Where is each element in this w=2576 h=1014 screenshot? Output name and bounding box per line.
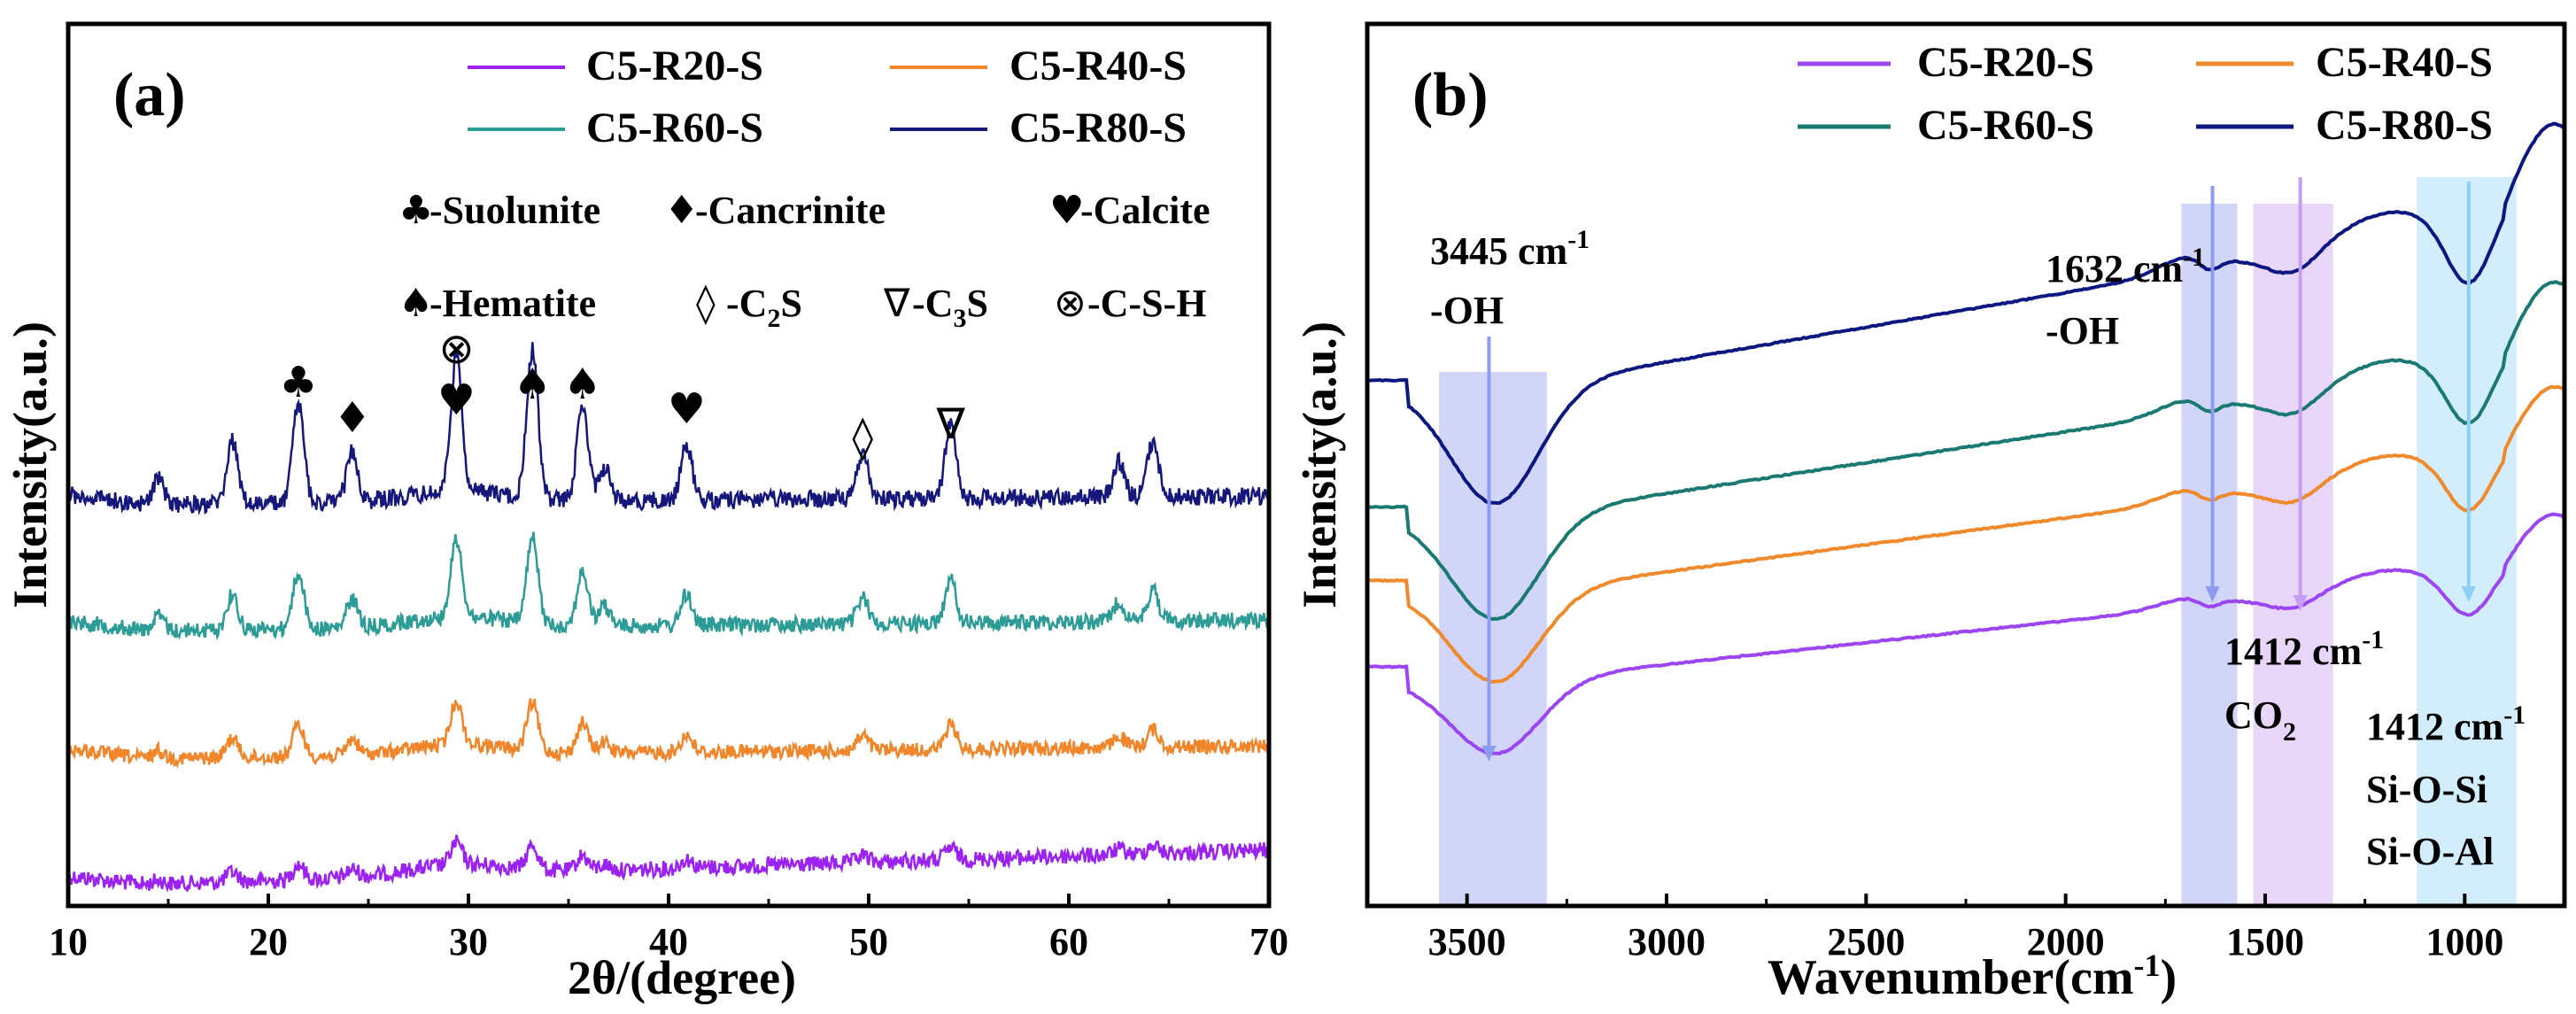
panel-a: 10 20 30 40 50 60 70 (a) C5-R20-S C5-R40-S C5-… — [4, 21, 1288, 1004]
ftir-line-C5-R80-S — [1367, 121, 2564, 506]
annotation-siosi-group1: Si-O-Si — [2366, 768, 2487, 811]
panel-a-label: (a) — [113, 61, 186, 129]
phase-suolunite: -Suolunite — [429, 189, 600, 232]
annotation-siosi-group2: Si-O-Al — [2366, 830, 2494, 873]
a-xtick-label: 20 — [249, 920, 288, 964]
a-xtick-label: 60 — [1049, 920, 1088, 964]
a-xtick-label: 70 — [1249, 920, 1288, 964]
highlight-band — [2417, 177, 2517, 906]
phase-legend: ♣ -Suolunite ♦ -Cancrinite ♥ -Calcite ♠ … — [398, 188, 1211, 333]
b-xtick-label: 1500 — [2226, 920, 2304, 964]
phase-csh: -C-S-H — [1087, 282, 1206, 325]
legend-a-r60: C5-R60-S — [586, 104, 763, 151]
open-triangle-icon: ∇ — [883, 281, 910, 326]
legend-a-r80: C5-R80-S — [1010, 104, 1187, 151]
a-xtick-label: 10 — [49, 920, 88, 964]
open-diamond-icon: ◊ — [696, 281, 716, 326]
annotation-1412: 1412 cm-1 — [2224, 625, 2384, 673]
panel-a-frame — [66, 21, 1272, 909]
peak-marker: ♥ — [437, 375, 476, 425]
diamond-icon: ♦ — [664, 188, 699, 233]
a-xtick-label: 40 — [649, 920, 688, 964]
panel-a-legend: C5-R20-S C5-R40-S C5-R60-S C5-R80-S — [468, 43, 1187, 151]
arrow-head-icon — [1481, 746, 1497, 762]
xrd-line-C5-R60-S — [68, 531, 1269, 641]
panel-b: 3500 3000 2500 2000 1500 1000 (b) C5-R20-S C5… — [1293, 21, 2567, 1005]
panel-a-xlabel: 2θ/(degree) — [568, 951, 796, 1004]
panel-b-xlabel: Wavenumber(cm-1) — [1768, 948, 2177, 1005]
peak-marker: ♣ — [279, 358, 317, 407]
a-xtick-label: 30 — [449, 920, 488, 964]
heart-icon: ♥ — [1049, 188, 1084, 233]
highlight-band — [1439, 372, 1547, 906]
panel-b-label: (b) — [1412, 61, 1489, 129]
phase-calcite: -Calcite — [1080, 189, 1211, 232]
peak-marker: ♥ — [668, 384, 706, 434]
phase-c2s: -C2S — [726, 282, 802, 333]
circled-times-icon: ⊗ — [1054, 281, 1087, 326]
annotation-3445-group: -OH — [1430, 289, 1504, 332]
xrd-line-C5-R80-S — [68, 342, 1269, 515]
arrow-head-icon — [2205, 586, 2220, 602]
legend-b-r20: C5-R20-S — [1917, 39, 2094, 86]
peak-marker: ♦ — [333, 393, 371, 443]
peak-marker: ⊗ — [438, 324, 474, 374]
phase-hematite: -Hematite — [429, 282, 596, 325]
highlight-band — [2181, 204, 2238, 906]
phase-cancrinite: -Cancrinite — [695, 189, 886, 232]
peak-marker: ♠ — [514, 360, 552, 409]
b-xtick-label: 1000 — [2425, 920, 2503, 964]
panel-b-legend: C5-R20-S C5-R40-S C5-R60-S C5-R80-S — [1798, 39, 2493, 149]
band-annotations: 3445 cm-1 -OH 1632 cm-1 -OH 1412 cm-1 CO… — [1430, 225, 2526, 873]
panel-b-ylabel: Intensity(a.u.) — [1293, 321, 1346, 608]
annotation-1412-group: CO2 — [2224, 693, 2296, 747]
spade-icon: ♠ — [398, 281, 433, 326]
b-xtick-label: 3500 — [1428, 920, 1506, 964]
legend-a-r40: C5-R40-S — [1010, 43, 1187, 89]
annotation-1632: 1632 cm-1 — [2046, 243, 2205, 290]
legend-a-r20: C5-R20-S — [586, 43, 763, 89]
xrd-line-C5-R40-S — [68, 698, 1269, 770]
panel-a-ylabel: Intensity(a.u.) — [4, 321, 57, 608]
b-xtick-label: 3000 — [1628, 920, 1706, 964]
xrd-line-C5-R20-S — [68, 834, 1269, 894]
a-xtick-label: 50 — [849, 920, 888, 964]
annotation-3445: 3445 cm-1 — [1430, 225, 1590, 273]
ftir-line-C5-R40-S — [1367, 384, 2564, 684]
b-xtick-label: 2000 — [2027, 920, 2105, 964]
legend-b-r60: C5-R60-S — [1917, 102, 2094, 149]
arrow-head-icon — [2293, 595, 2308, 611]
annotation-1632-group: -OH — [2046, 309, 2119, 352]
ftir-line-C5-R20-S — [1367, 512, 2564, 755]
peak-marker: ∇ — [936, 399, 966, 449]
peak-marker: ◊ — [852, 413, 873, 462]
annotation-siosi: 1412 cm-1 — [2366, 701, 2526, 748]
legend-b-r40: C5-R40-S — [2316, 39, 2493, 86]
phase-c3s: -C3S — [912, 282, 988, 333]
peak-marker: ♠ — [563, 360, 601, 409]
arrow-head-icon — [2461, 586, 2476, 602]
ftir-line-C5-R60-S — [1367, 280, 2564, 622]
club-icon: ♣ — [398, 188, 433, 233]
highlight-band — [2253, 204, 2333, 906]
b-xtick-label: 2500 — [1827, 920, 1905, 964]
legend-b-r80: C5-R80-S — [2316, 102, 2493, 149]
